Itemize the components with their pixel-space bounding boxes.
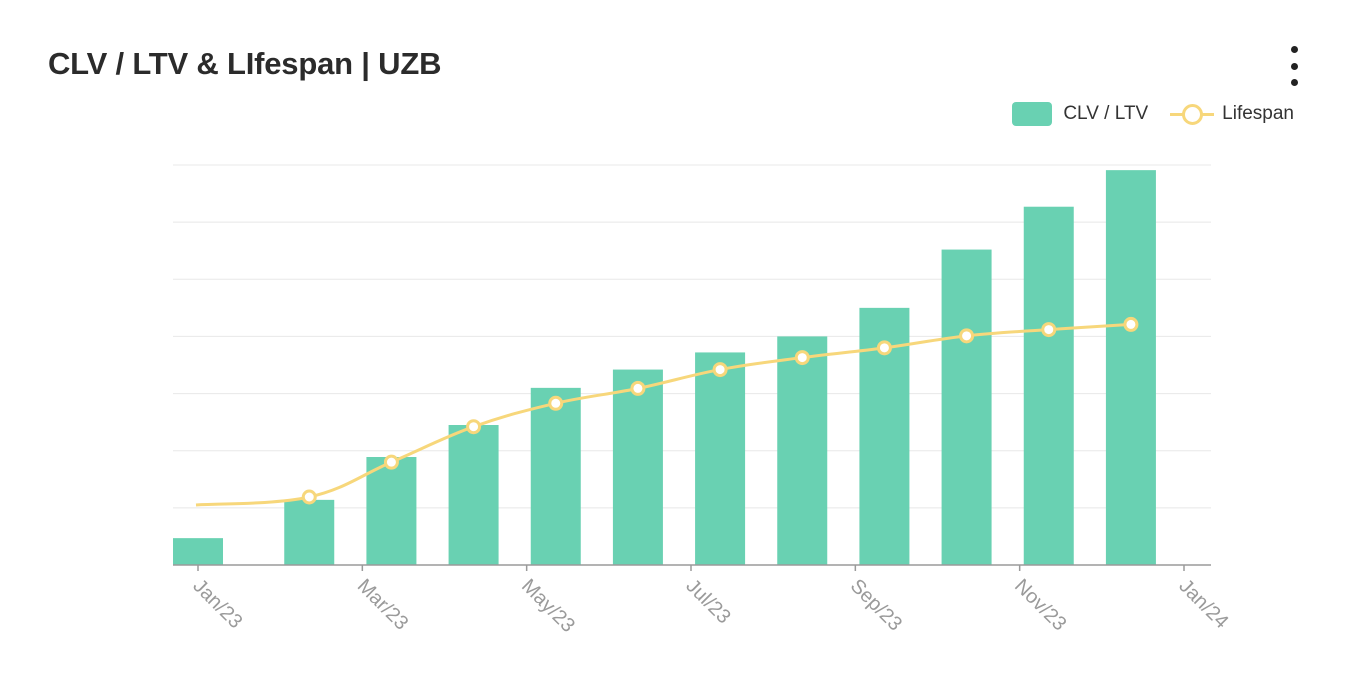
lifespan-point-Dec/23[interactable] — [1123, 316, 1139, 332]
legend-label-lifespan: Lifespan — [1222, 103, 1294, 124]
legend-item-lifespan[interactable]: Lifespan — [1148, 102, 1294, 126]
legend-item-clv-ltv[interactable]: CLV / LTV — [1012, 102, 1148, 126]
more-vertical-icon-dot — [1290, 79, 1298, 86]
x-tick-label: Jul/23 — [681, 575, 734, 628]
lifespan-point-Sep/23[interactable] — [876, 340, 892, 356]
bar-series-clv-ltv — [173, 170, 1156, 566]
chart-legend: CLV / LTV Lifespan — [1012, 102, 1294, 126]
lifespan-point-Nov/23[interactable] — [1041, 322, 1057, 338]
lifespan-point-Mar/23[interactable] — [383, 454, 399, 470]
more-vertical-icon-dot — [1290, 62, 1298, 70]
legend-label-clv-ltv: CLV / LTV — [1063, 103, 1149, 124]
x-tick-label: May/23 — [517, 575, 579, 637]
bar-Feb/23[interactable] — [284, 499, 335, 565]
lifespan-point-Jun/23[interactable] — [630, 380, 646, 396]
line-series-lifespan — [195, 316, 1139, 507]
lifespan-point-Oct/23[interactable] — [959, 328, 975, 344]
bar-Jan/23[interactable] — [173, 538, 223, 565]
lifespan-point-Jul/23[interactable] — [712, 362, 728, 378]
lifespan-point-Feb/23[interactable] — [301, 489, 317, 505]
x-tick-label: Jan/23 — [188, 575, 246, 633]
bar-Nov/23[interactable] — [1023, 206, 1074, 565]
bar-Apr/23[interactable] — [448, 425, 499, 565]
bar-Dec/23[interactable] — [1105, 170, 1156, 565]
bar-Jun/23[interactable] — [612, 369, 663, 565]
lifespan-point-Aug/23[interactable] — [794, 350, 810, 366]
legend-line-marker — [1182, 104, 1204, 125]
bar-Aug/23[interactable] — [777, 336, 828, 565]
x-tick-label: Jan/24 — [1174, 575, 1232, 633]
bar-Mar/23[interactable] — [366, 457, 417, 565]
x-tick-label: Mar/23 — [353, 575, 413, 635]
x-tick-label: Sep/23 — [846, 575, 906, 635]
bar-May/23[interactable] — [530, 387, 581, 565]
page-title: CLV / LTV & LIfespan | UZB — [48, 46, 442, 81]
bar-Jul/23[interactable] — [695, 352, 746, 565]
x-axis: Jan/23 Mar/23 May/23 Jul/23 Sep/23 Nov/23 Jan/… — [173, 564, 1232, 637]
more-options-button[interactable] — [1280, 46, 1308, 86]
legend-bar-swatch — [1012, 102, 1053, 126]
x-tick-label: Nov/23 — [1010, 575, 1070, 635]
legend-line-swatch — [1170, 102, 1215, 126]
lifespan-point-Apr/23[interactable] — [466, 419, 482, 435]
more-vertical-icon — [1290, 46, 1298, 53]
lifespan-point-May/23[interactable] — [548, 395, 564, 411]
bar-Oct/23[interactable] — [941, 249, 992, 566]
